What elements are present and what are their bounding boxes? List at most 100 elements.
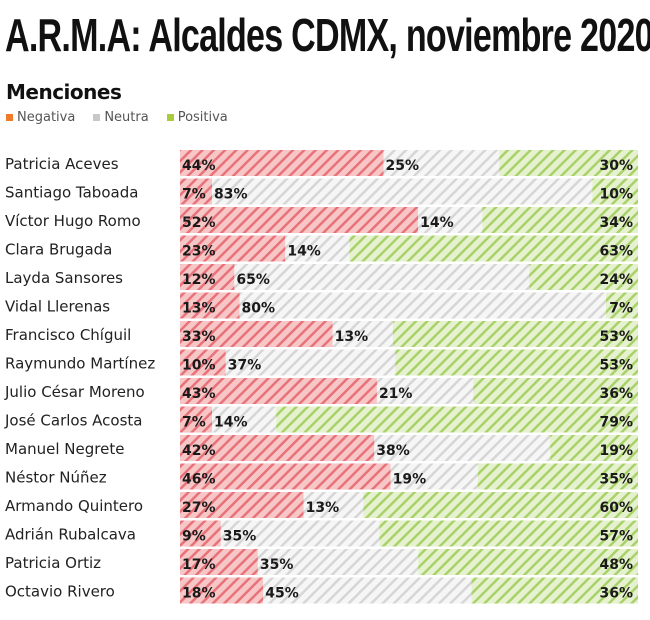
data-label: 13% (182, 301, 216, 317)
data-label: 24% (599, 272, 633, 288)
data-label: 30% (599, 158, 633, 174)
bar-segment-negativa (180, 435, 375, 461)
bar-row: Francisco Chíguil 33% 13% 53% (5, 321, 638, 347)
bar-segment-neutra (220, 520, 380, 547)
bar-segment-neutra (263, 577, 472, 604)
bar-segment-positiva (477, 463, 638, 490)
data-label: 42% (182, 443, 216, 459)
category-label: Raymundo Martínez (5, 355, 155, 373)
category-label: Octavio Rivero (5, 583, 115, 601)
bar-segment-neutra (390, 463, 478, 490)
bar-segment-neutra (212, 178, 593, 205)
data-label: 36% (599, 586, 633, 602)
bar-segment-negativa (180, 549, 258, 575)
data-label: 23% (182, 244, 216, 260)
chart-subtitle: Menciones (6, 80, 122, 104)
data-label: 17% (182, 557, 216, 573)
category-label: José Carlos Acosta (4, 412, 142, 430)
bar-segment-neutra (418, 207, 483, 233)
bar-row: Octavio Rivero 18% 45% 36% (5, 577, 638, 604)
data-label: 44% (182, 158, 216, 174)
bar-segment-negativa (180, 492, 304, 518)
bar-row: Armando Quintero 27% 13% 60% (5, 492, 638, 518)
bar-segment-neutra (225, 349, 396, 376)
data-label: 10% (599, 187, 633, 203)
data-label: 21% (379, 386, 413, 402)
bar-segment-neutra (374, 435, 551, 461)
bar-segment-neutra (332, 321, 393, 347)
bar-segment-positiva (473, 378, 638, 404)
data-label: 7% (609, 301, 633, 317)
data-label: 13% (306, 500, 340, 516)
category-label: Clara Brugada (5, 241, 112, 259)
legend-item-positiva: Positiva (166, 110, 228, 125)
bar-row: Santiago Taboada 7% 83% 10% (5, 178, 638, 205)
category-label: Néstor Núñez (5, 469, 107, 487)
data-label: 46% (182, 472, 216, 488)
data-label: 52% (182, 215, 216, 231)
data-label: 53% (599, 358, 633, 374)
category-label: Víctor Hugo Romo (5, 212, 141, 230)
bar-segment-neutra (234, 264, 530, 290)
bar-row: José Carlos Acosta 7% 14% 79% (4, 406, 638, 433)
data-label: 38% (376, 443, 410, 459)
data-label: 14% (287, 244, 321, 260)
bar-segment-negativa (180, 150, 384, 176)
legend-item-neutra: Neutra (93, 110, 149, 125)
category-label: Vidal Llerenas (5, 298, 110, 316)
bar-row: Layda Sansores 12% 65% 24% (5, 264, 638, 290)
data-label: 43% (182, 386, 216, 402)
bar-segment-positiva (392, 321, 638, 347)
bar-row: Adrián Rubalcava 9% 35% 57% (5, 520, 638, 547)
legend-swatch (93, 114, 101, 121)
bar-segment-neutra (376, 378, 474, 404)
chart-title: A.R.M.A: Alcaldes CDMX, noviembre 2020 (5, 9, 650, 61)
bar-segment-positiva (276, 406, 638, 433)
bar-segment-negativa (180, 178, 213, 205)
bar-segment-positiva (499, 150, 638, 176)
bar-row: Raymundo Martínez 10% 37% 53% (5, 349, 638, 376)
bar-segment-negativa (180, 235, 286, 262)
data-label: 60% (599, 500, 633, 516)
legend: Negativa Neutra Positiva (6, 110, 228, 125)
bar-segment-positiva (550, 435, 638, 461)
category-label: Layda Sansores (5, 269, 123, 287)
bar-row: Patricia Ortiz 17% 35% 48% (5, 549, 638, 575)
data-label: 45% (265, 586, 299, 602)
data-label: 80% (242, 301, 276, 317)
bar-segment-neutra (212, 406, 277, 433)
legend-item-negativa: Negativa (6, 110, 75, 125)
data-label: 7% (182, 187, 206, 203)
bar-segment-neutra (257, 549, 419, 575)
bar-segment-negativa (180, 292, 240, 319)
data-label: 9% (182, 529, 206, 545)
bar-segment-positiva (349, 235, 638, 262)
data-label: 14% (420, 215, 454, 231)
bar-row: Clara Brugada 23% 14% 63% (5, 235, 638, 262)
data-label: 79% (599, 415, 633, 431)
category-label: Santiago Taboada (5, 184, 138, 202)
bar-segment-negativa (180, 463, 391, 490)
bar-segment-neutra (239, 292, 606, 319)
data-label: 65% (236, 272, 270, 288)
data-label: 19% (393, 472, 427, 488)
data-label: 83% (214, 187, 248, 203)
data-label: 48% (599, 557, 633, 573)
data-label: 18% (182, 586, 216, 602)
data-label: 37% (228, 358, 262, 374)
data-label: 57% (599, 529, 633, 545)
bar-segment-positiva (395, 349, 638, 376)
data-label: 36% (599, 386, 633, 402)
bar-row: Néstor Núñez 46% 19% 35% (5, 463, 638, 490)
data-label: 13% (335, 329, 369, 345)
bar-segment-negativa (180, 321, 333, 347)
data-label: 35% (599, 472, 633, 488)
bar-row: Julio César Moreno 43% 21% 36% (4, 378, 638, 404)
bar-segment-neutra (303, 492, 364, 518)
bar-row: Vidal Llerenas 13% 80% 7% (5, 292, 638, 319)
data-label: 35% (260, 557, 294, 573)
data-label: 63% (599, 244, 633, 260)
category-label: Armando Quintero (5, 497, 143, 515)
data-label: 14% (214, 415, 248, 431)
